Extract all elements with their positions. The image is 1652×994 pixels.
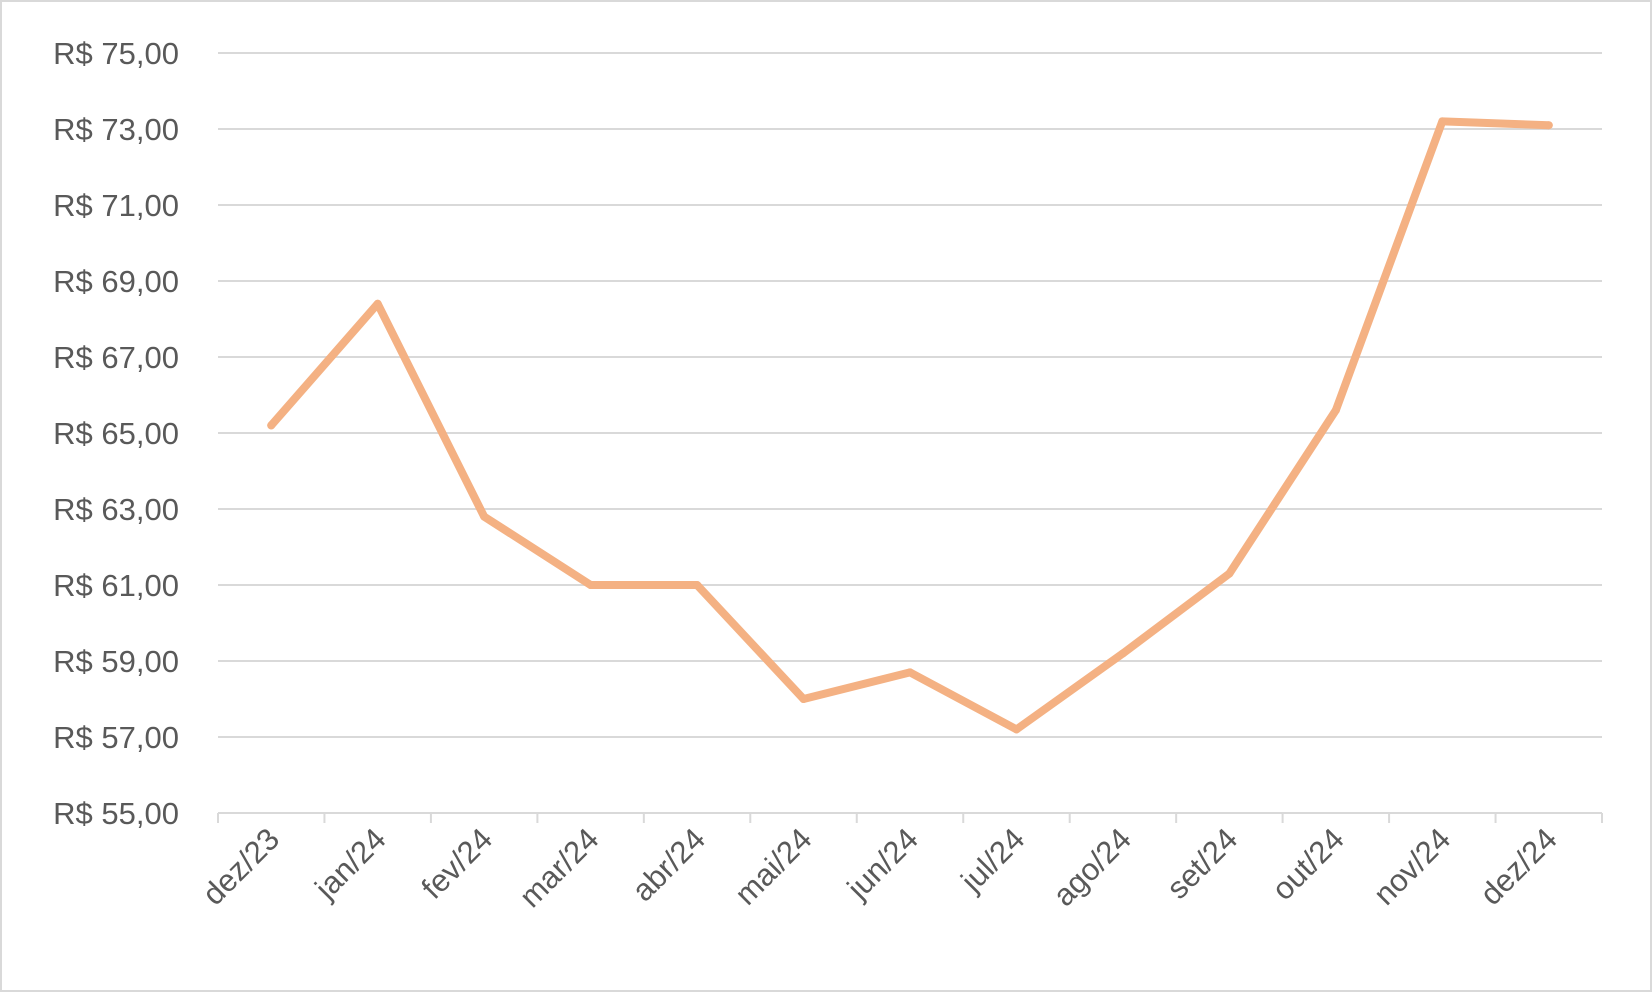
x-tick-label: set/24 [1160, 821, 1244, 905]
data-point [693, 581, 702, 589]
y-tick-label: R$ 67,00 [53, 340, 179, 375]
data-point [1225, 569, 1234, 578]
x-tick-label: abr/24 [625, 821, 712, 908]
x-tick-label: dez/23 [196, 821, 287, 912]
y-tick-label: R$ 61,00 [53, 568, 179, 603]
y-tick-label: R$ 71,00 [53, 188, 179, 223]
x-tick-label: dez/24 [1473, 821, 1564, 912]
y-tick-label: R$ 59,00 [53, 644, 179, 679]
x-tick-label: jan/24 [307, 821, 392, 906]
series-line [267, 117, 1553, 734]
y-tick-label: R$ 55,00 [53, 796, 179, 831]
data-point [267, 421, 276, 430]
data-point [1544, 121, 1553, 130]
data-point [799, 695, 808, 703]
x-tick-label: fev/24 [415, 821, 499, 905]
data-point [480, 512, 489, 521]
x-tick-label: jul/24 [954, 821, 1032, 899]
data-point [1012, 725, 1021, 734]
data-point [906, 668, 914, 677]
y-tick-label: R$ 65,00 [53, 416, 179, 451]
data-point [373, 299, 382, 308]
x-tick-label: mai/24 [728, 821, 819, 912]
y-tick-label: R$ 57,00 [53, 720, 179, 755]
y-tick-label: R$ 63,00 [53, 492, 179, 527]
x-tick-label: out/24 [1265, 821, 1351, 907]
x-tick-label: nov/24 [1367, 821, 1458, 912]
y-tick-label: R$ 69,00 [53, 264, 179, 299]
x-tick-label: mar/24 [513, 821, 606, 914]
data-point [1438, 117, 1447, 126]
y-tick-label: R$ 73,00 [53, 112, 179, 147]
y-tick-label: R$ 75,00 [53, 36, 179, 71]
data-point [586, 581, 595, 589]
x-tick-label: jun/24 [840, 821, 925, 906]
x-tick-label: ago/24 [1046, 821, 1138, 913]
data-point [1331, 406, 1340, 415]
data-point [1118, 649, 1127, 658]
